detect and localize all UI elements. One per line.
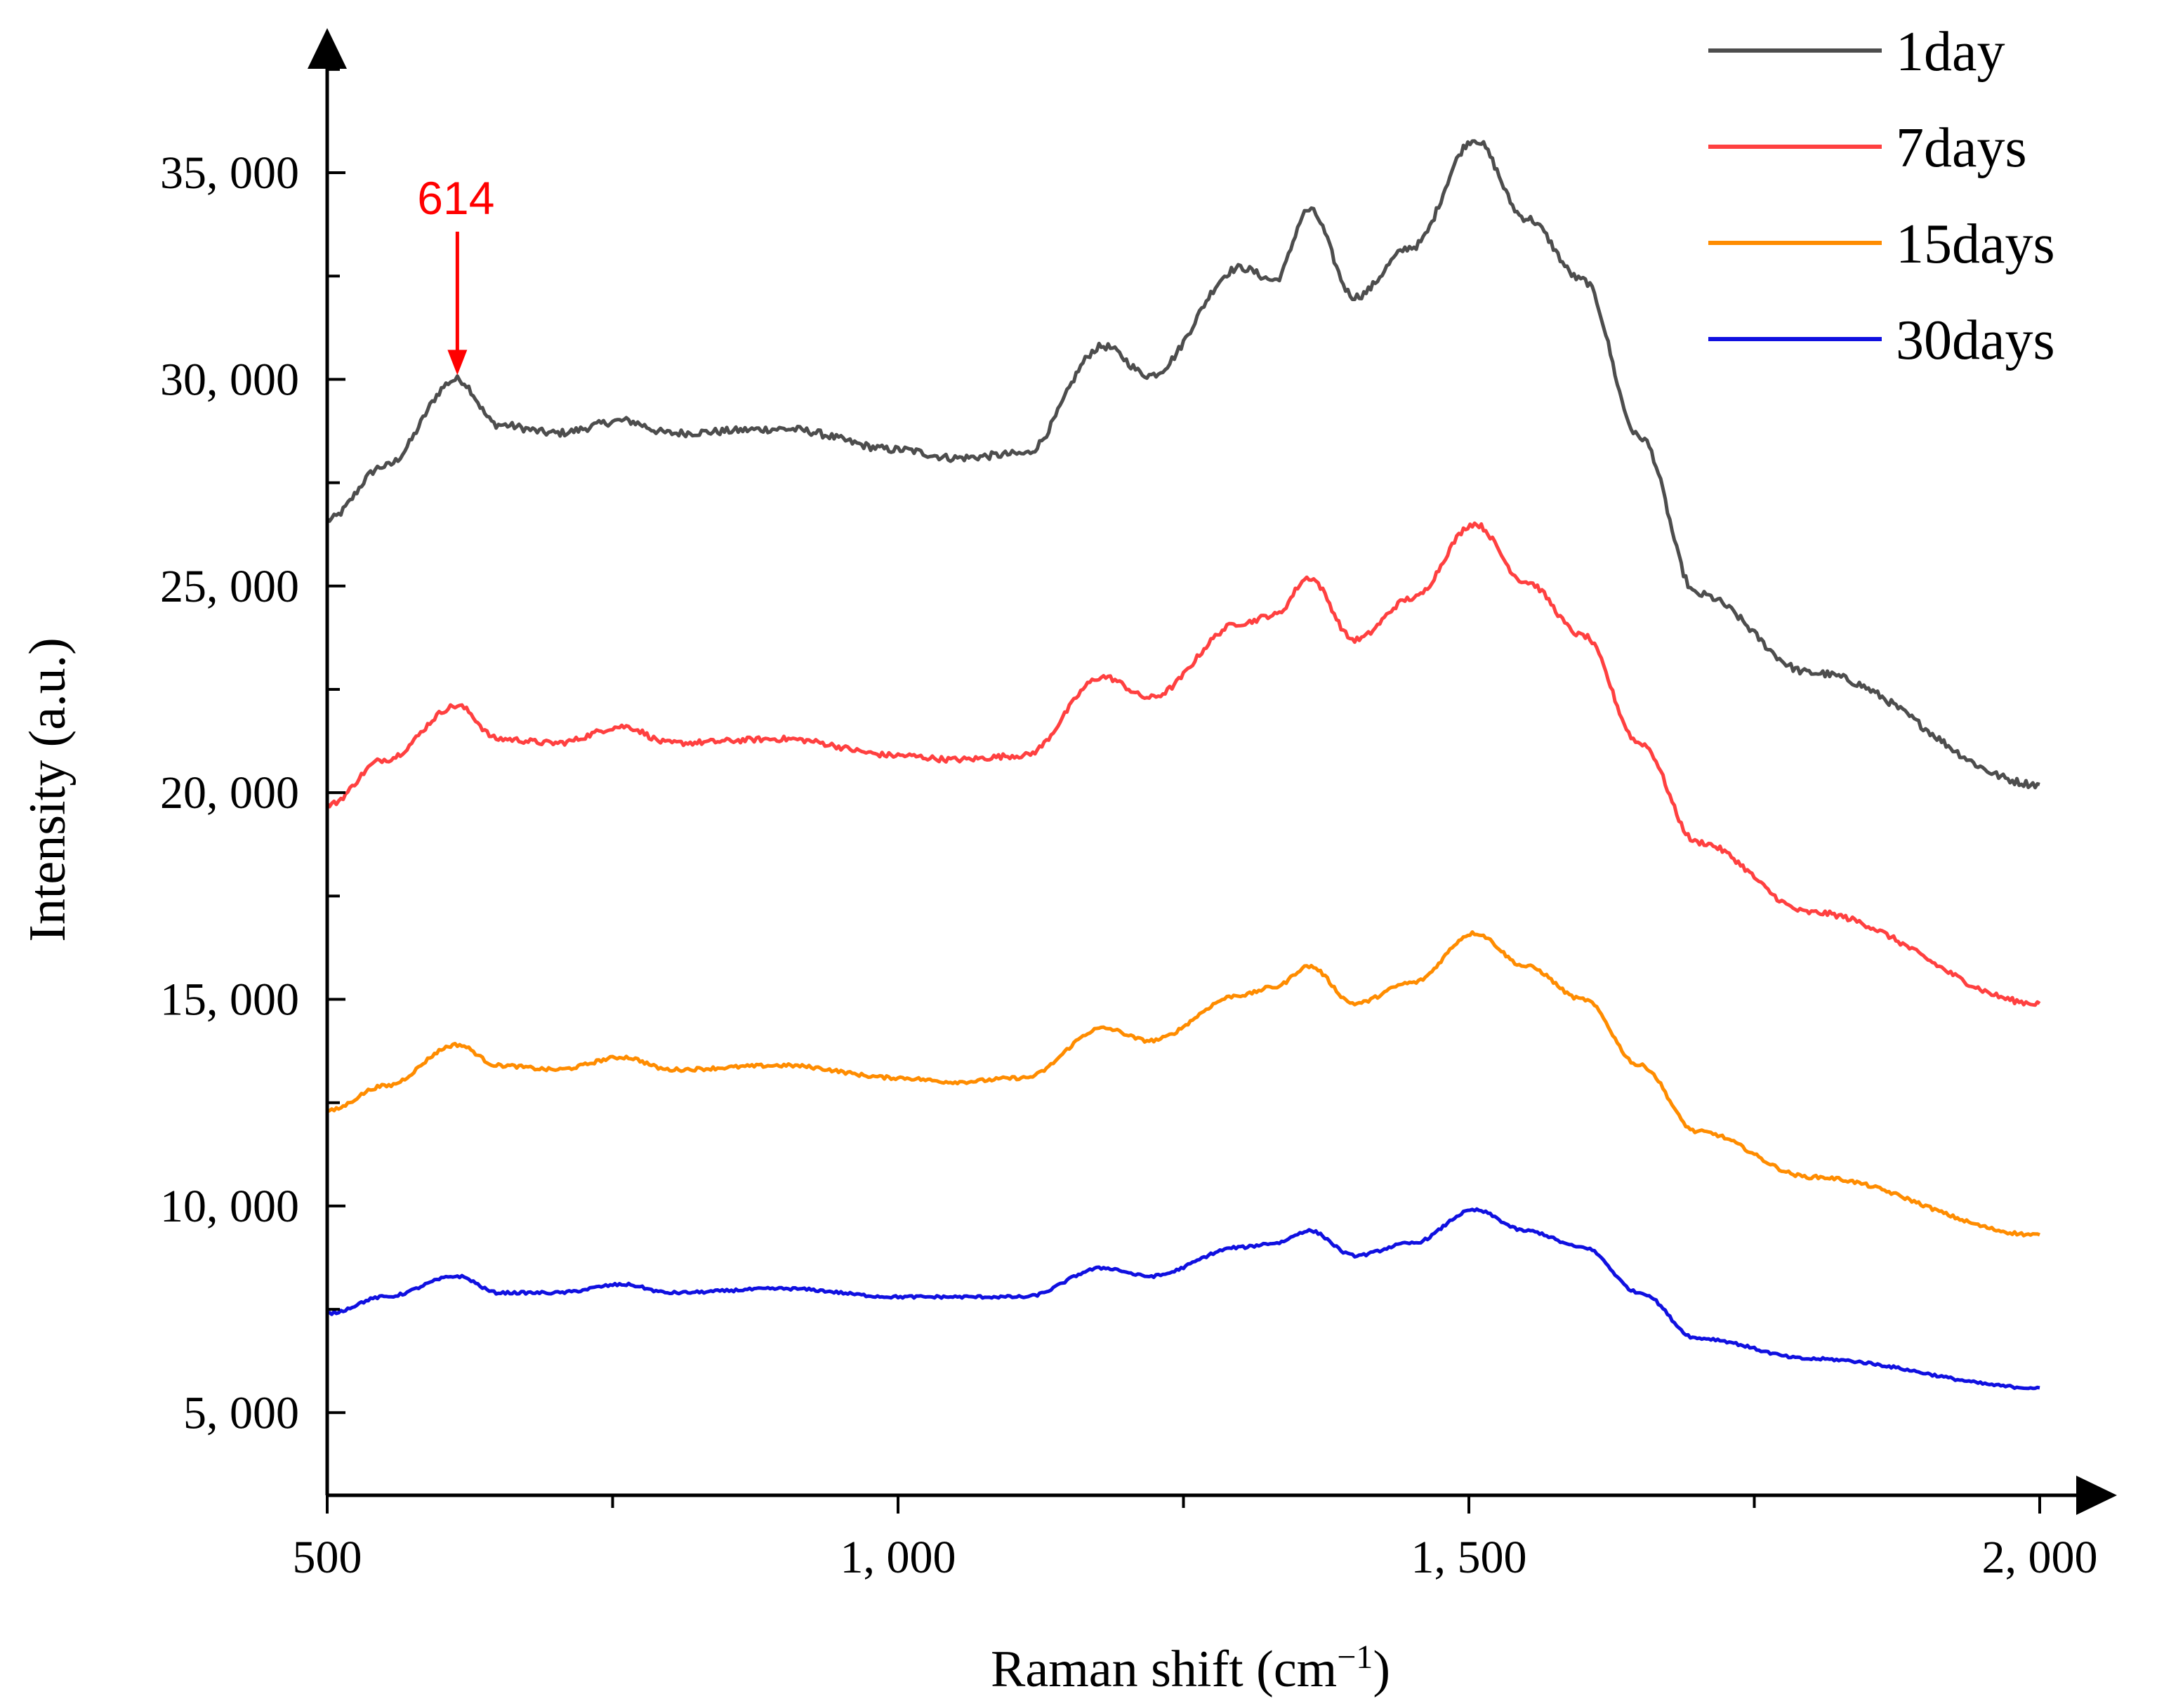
x-axis-arrow xyxy=(2076,1476,2117,1515)
x-tick-label: 500 xyxy=(293,1532,362,1583)
y-axis-arrow xyxy=(308,28,347,69)
y-tick-label: 25, 000 xyxy=(160,561,299,612)
x-tick-label: 1, 000 xyxy=(840,1532,956,1583)
annotation-arrow-head xyxy=(447,350,468,376)
x-axis-title-superscript: −1 xyxy=(1337,1639,1373,1676)
annotations: 614 xyxy=(417,172,494,376)
legend-label-7days: 7days xyxy=(1896,117,2027,179)
series-line-15days xyxy=(326,930,2040,1238)
series-group xyxy=(325,139,2041,1391)
series-line-30days xyxy=(326,1207,2040,1391)
y-axis-title: Intensity (a.u.) xyxy=(19,637,77,942)
x-tick-label: 2, 000 xyxy=(1982,1532,2098,1583)
x-axis-ticks: 500 1, 000 1, 500 2, 000 xyxy=(293,1495,2098,1583)
x-tick-label: 1, 500 xyxy=(1411,1532,1527,1583)
y-tick-label: 5, 000 xyxy=(183,1387,299,1438)
y-axis-ticks: 5, 000 10, 000 15, 000 20, 000 25, 000 30, 00… xyxy=(160,67,345,1438)
y-tick-label: 30, 000 xyxy=(160,354,299,405)
series-line-1day xyxy=(326,139,2040,790)
y-tick-label: 15, 000 xyxy=(160,974,299,1026)
x-axis-title-close: ) xyxy=(1373,1641,1390,1698)
legend-label-1day: 1day xyxy=(1896,21,2005,83)
y-tick-label: 10, 000 xyxy=(160,1181,299,1232)
x-axis-title: Raman shift (cm−1) xyxy=(991,1639,1390,1699)
x-axis-title-text: Raman shift (cm xyxy=(991,1641,1337,1698)
legend-label-15days: 15days xyxy=(1896,213,2055,275)
series-line-7days xyxy=(325,521,2041,1007)
annotation-label: 614 xyxy=(417,172,494,224)
y-tick-label: 20, 000 xyxy=(160,767,299,819)
y-tick-label: 35, 000 xyxy=(160,147,299,199)
legend: 1day 7days 15days 30days xyxy=(1708,21,2055,371)
legend-label-30days: 30days xyxy=(1896,310,2055,371)
